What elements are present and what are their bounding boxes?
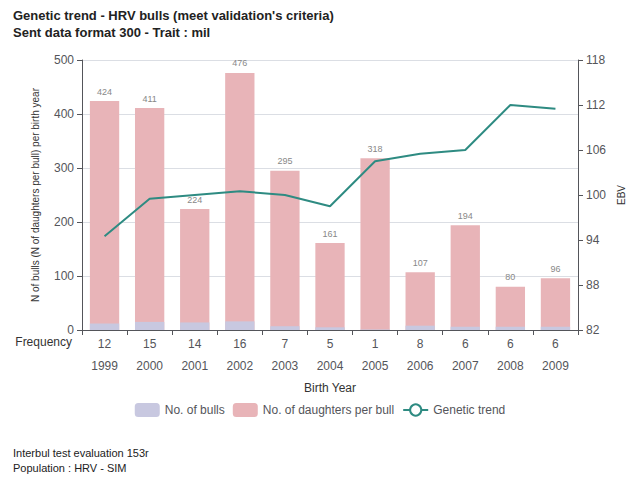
svg-text:2009: 2009 — [542, 359, 569, 373]
svg-text:Frequency: Frequency — [15, 335, 72, 349]
svg-text:EBV: EBV — [616, 185, 627, 205]
svg-text:107: 107 — [413, 258, 428, 268]
svg-text:400: 400 — [54, 107, 74, 121]
svg-text:6: 6 — [552, 337, 559, 351]
svg-text:2000: 2000 — [136, 359, 163, 373]
svg-text:500: 500 — [54, 53, 74, 67]
svg-text:2002: 2002 — [226, 359, 253, 373]
svg-text:118: 118 — [586, 53, 605, 67]
svg-text:No. of bulls: No. of bulls — [165, 403, 225, 417]
svg-text:112: 112 — [586, 98, 605, 112]
svg-text:6: 6 — [462, 337, 469, 351]
svg-text:318: 318 — [368, 144, 383, 154]
svg-text:2006: 2006 — [407, 359, 434, 373]
svg-text:200: 200 — [54, 215, 74, 229]
svg-text:2007: 2007 — [452, 359, 479, 373]
svg-text:2001: 2001 — [181, 359, 208, 373]
svg-text:2008: 2008 — [497, 359, 524, 373]
svg-text:94: 94 — [586, 233, 600, 247]
svg-text:No. of daughters per bull: No. of daughters per bull — [263, 403, 394, 417]
svg-text:300: 300 — [54, 161, 74, 175]
svg-text:100: 100 — [586, 188, 606, 202]
svg-text:2004: 2004 — [317, 359, 344, 373]
svg-text:1: 1 — [372, 337, 379, 351]
svg-text:5: 5 — [327, 337, 334, 351]
svg-text:Genetic trend: Genetic trend — [433, 403, 505, 417]
svg-text:100: 100 — [54, 269, 74, 283]
svg-text:2003: 2003 — [272, 359, 299, 373]
svg-text:15: 15 — [143, 337, 157, 351]
svg-text:Interbul test evaluation 153r: Interbul test evaluation 153r — [13, 447, 149, 459]
svg-text:411: 411 — [142, 94, 156, 104]
svg-text:476: 476 — [232, 58, 247, 68]
svg-text:16: 16 — [233, 337, 247, 351]
svg-text:96: 96 — [550, 264, 560, 274]
svg-text:Sent data format 300 - Trait :: Sent data format 300 - Trait : mil — [13, 25, 210, 40]
svg-text:Population : HRV - SIM: Population : HRV - SIM — [13, 462, 127, 474]
svg-text:295: 295 — [277, 156, 292, 166]
svg-text:88: 88 — [586, 278, 600, 292]
svg-text:2005: 2005 — [362, 359, 389, 373]
svg-text:82: 82 — [586, 323, 600, 337]
svg-text:6: 6 — [507, 337, 514, 351]
svg-text:12: 12 — [98, 337, 112, 351]
svg-text:7: 7 — [282, 337, 289, 351]
svg-text:224: 224 — [187, 194, 203, 205]
svg-text:106: 106 — [586, 143, 606, 157]
svg-text:8: 8 — [417, 337, 424, 351]
svg-text:Birth Year: Birth Year — [304, 381, 356, 395]
svg-text:424: 424 — [97, 87, 112, 97]
svg-text:1999: 1999 — [91, 359, 118, 373]
svg-text:80: 80 — [505, 272, 515, 282]
svg-text:0: 0 — [67, 323, 74, 337]
svg-text:Genetic trend - HRV bulls (mee: Genetic trend - HRV bulls (meet validati… — [13, 8, 334, 23]
svg-text:161: 161 — [322, 229, 337, 239]
svg-text:194: 194 — [458, 211, 473, 221]
svg-text:N of bulls (N of daughters per: N of bulls (N of daughters per bull) per… — [30, 87, 41, 302]
svg-text:14: 14 — [188, 337, 202, 351]
